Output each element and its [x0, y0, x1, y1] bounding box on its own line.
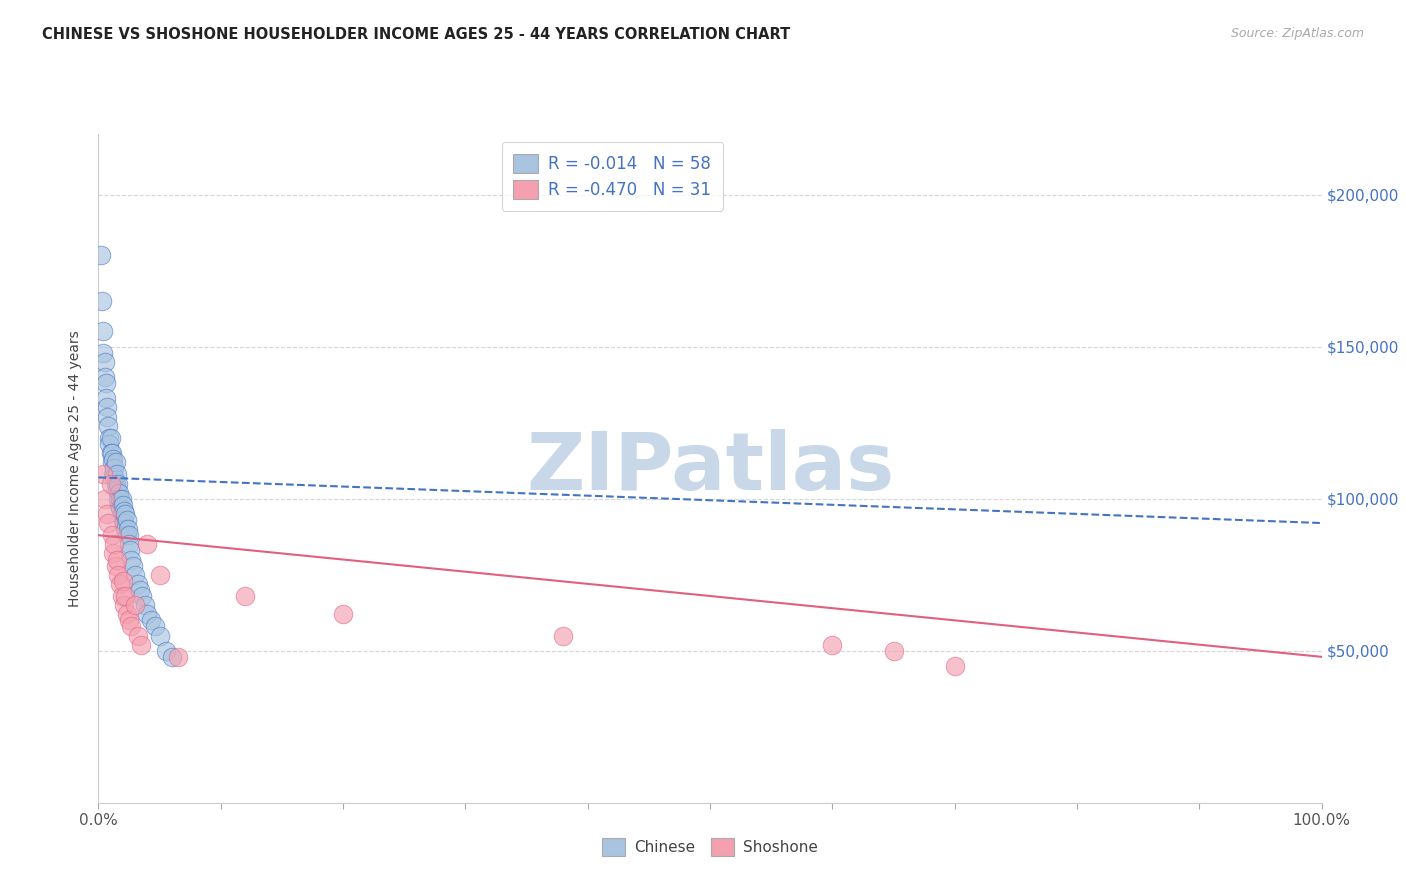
Point — [111, 491, 134, 506]
Point — [124, 598, 146, 612]
Point — [167, 649, 190, 664]
Point — [139, 613, 162, 627]
Point — [96, 409, 118, 424]
Point — [124, 567, 146, 582]
Point — [94, 392, 117, 406]
Point — [91, 294, 114, 309]
Point — [91, 467, 114, 482]
Point — [121, 558, 143, 573]
Point — [96, 401, 118, 415]
Point — [103, 470, 125, 484]
Point — [101, 455, 124, 469]
Legend: Chinese, Shoshone: Chinese, Shoshone — [596, 832, 824, 862]
Point — [93, 355, 115, 369]
Point — [111, 589, 134, 603]
Point — [131, 589, 153, 603]
Point — [111, 498, 134, 512]
Point — [93, 370, 115, 384]
Point — [129, 582, 152, 597]
Point — [115, 528, 138, 542]
Point — [103, 537, 125, 551]
Point — [883, 644, 905, 658]
Point — [101, 446, 124, 460]
Point — [111, 507, 134, 521]
Point — [104, 558, 127, 573]
Point — [108, 498, 131, 512]
Point — [101, 528, 124, 542]
Point — [101, 452, 124, 467]
Point — [155, 644, 177, 658]
Point — [103, 461, 125, 475]
Point — [149, 628, 172, 642]
Point — [117, 522, 139, 536]
Point — [233, 589, 256, 603]
Point — [100, 431, 122, 445]
Point — [108, 485, 131, 500]
Point — [118, 613, 141, 627]
Point — [91, 345, 114, 359]
Point — [97, 516, 120, 530]
Point — [136, 537, 159, 551]
Point — [118, 537, 141, 551]
Point — [107, 476, 129, 491]
Point — [114, 589, 136, 603]
Point — [111, 574, 134, 588]
Point — [134, 598, 156, 612]
Point — [104, 455, 127, 469]
Point — [118, 528, 141, 542]
Point — [114, 507, 136, 521]
Point — [91, 325, 114, 339]
Point — [107, 567, 129, 582]
Point — [98, 437, 121, 451]
Point — [112, 516, 135, 530]
Point — [160, 649, 183, 664]
Point — [111, 513, 134, 527]
Point — [96, 507, 118, 521]
Text: Source: ZipAtlas.com: Source: ZipAtlas.com — [1230, 27, 1364, 40]
Point — [136, 607, 159, 622]
Point — [97, 418, 120, 433]
Text: ZIPatlas: ZIPatlas — [526, 429, 894, 508]
Point — [105, 483, 128, 497]
Point — [98, 431, 121, 445]
Point — [101, 546, 124, 560]
Point — [127, 628, 149, 642]
Point — [94, 376, 117, 391]
Point — [120, 619, 142, 633]
Point — [90, 248, 112, 262]
Point — [115, 513, 138, 527]
Point — [110, 500, 132, 515]
Point — [553, 628, 575, 642]
Point — [112, 598, 135, 612]
Point — [149, 567, 172, 582]
Point — [104, 476, 127, 491]
Point — [821, 638, 844, 652]
Point — [129, 638, 152, 652]
Point — [110, 491, 132, 506]
Point — [110, 577, 132, 591]
Point — [143, 619, 166, 633]
Point — [100, 446, 122, 460]
Point — [332, 607, 354, 622]
Point — [120, 552, 142, 566]
Point — [943, 659, 966, 673]
Y-axis label: Householder Income Ages 25 - 44 years: Householder Income Ages 25 - 44 years — [69, 330, 83, 607]
Point — [115, 607, 138, 622]
Point — [120, 543, 142, 558]
Point — [127, 577, 149, 591]
Point — [112, 504, 135, 518]
Point — [105, 552, 128, 566]
Point — [114, 522, 136, 536]
Point — [100, 476, 122, 491]
Point — [105, 467, 128, 482]
Point — [93, 491, 115, 506]
Point — [107, 491, 129, 506]
Point — [101, 467, 124, 482]
Text: CHINESE VS SHOSHONE HOUSEHOLDER INCOME AGES 25 - 44 YEARS CORRELATION CHART: CHINESE VS SHOSHONE HOUSEHOLDER INCOME A… — [42, 27, 790, 42]
